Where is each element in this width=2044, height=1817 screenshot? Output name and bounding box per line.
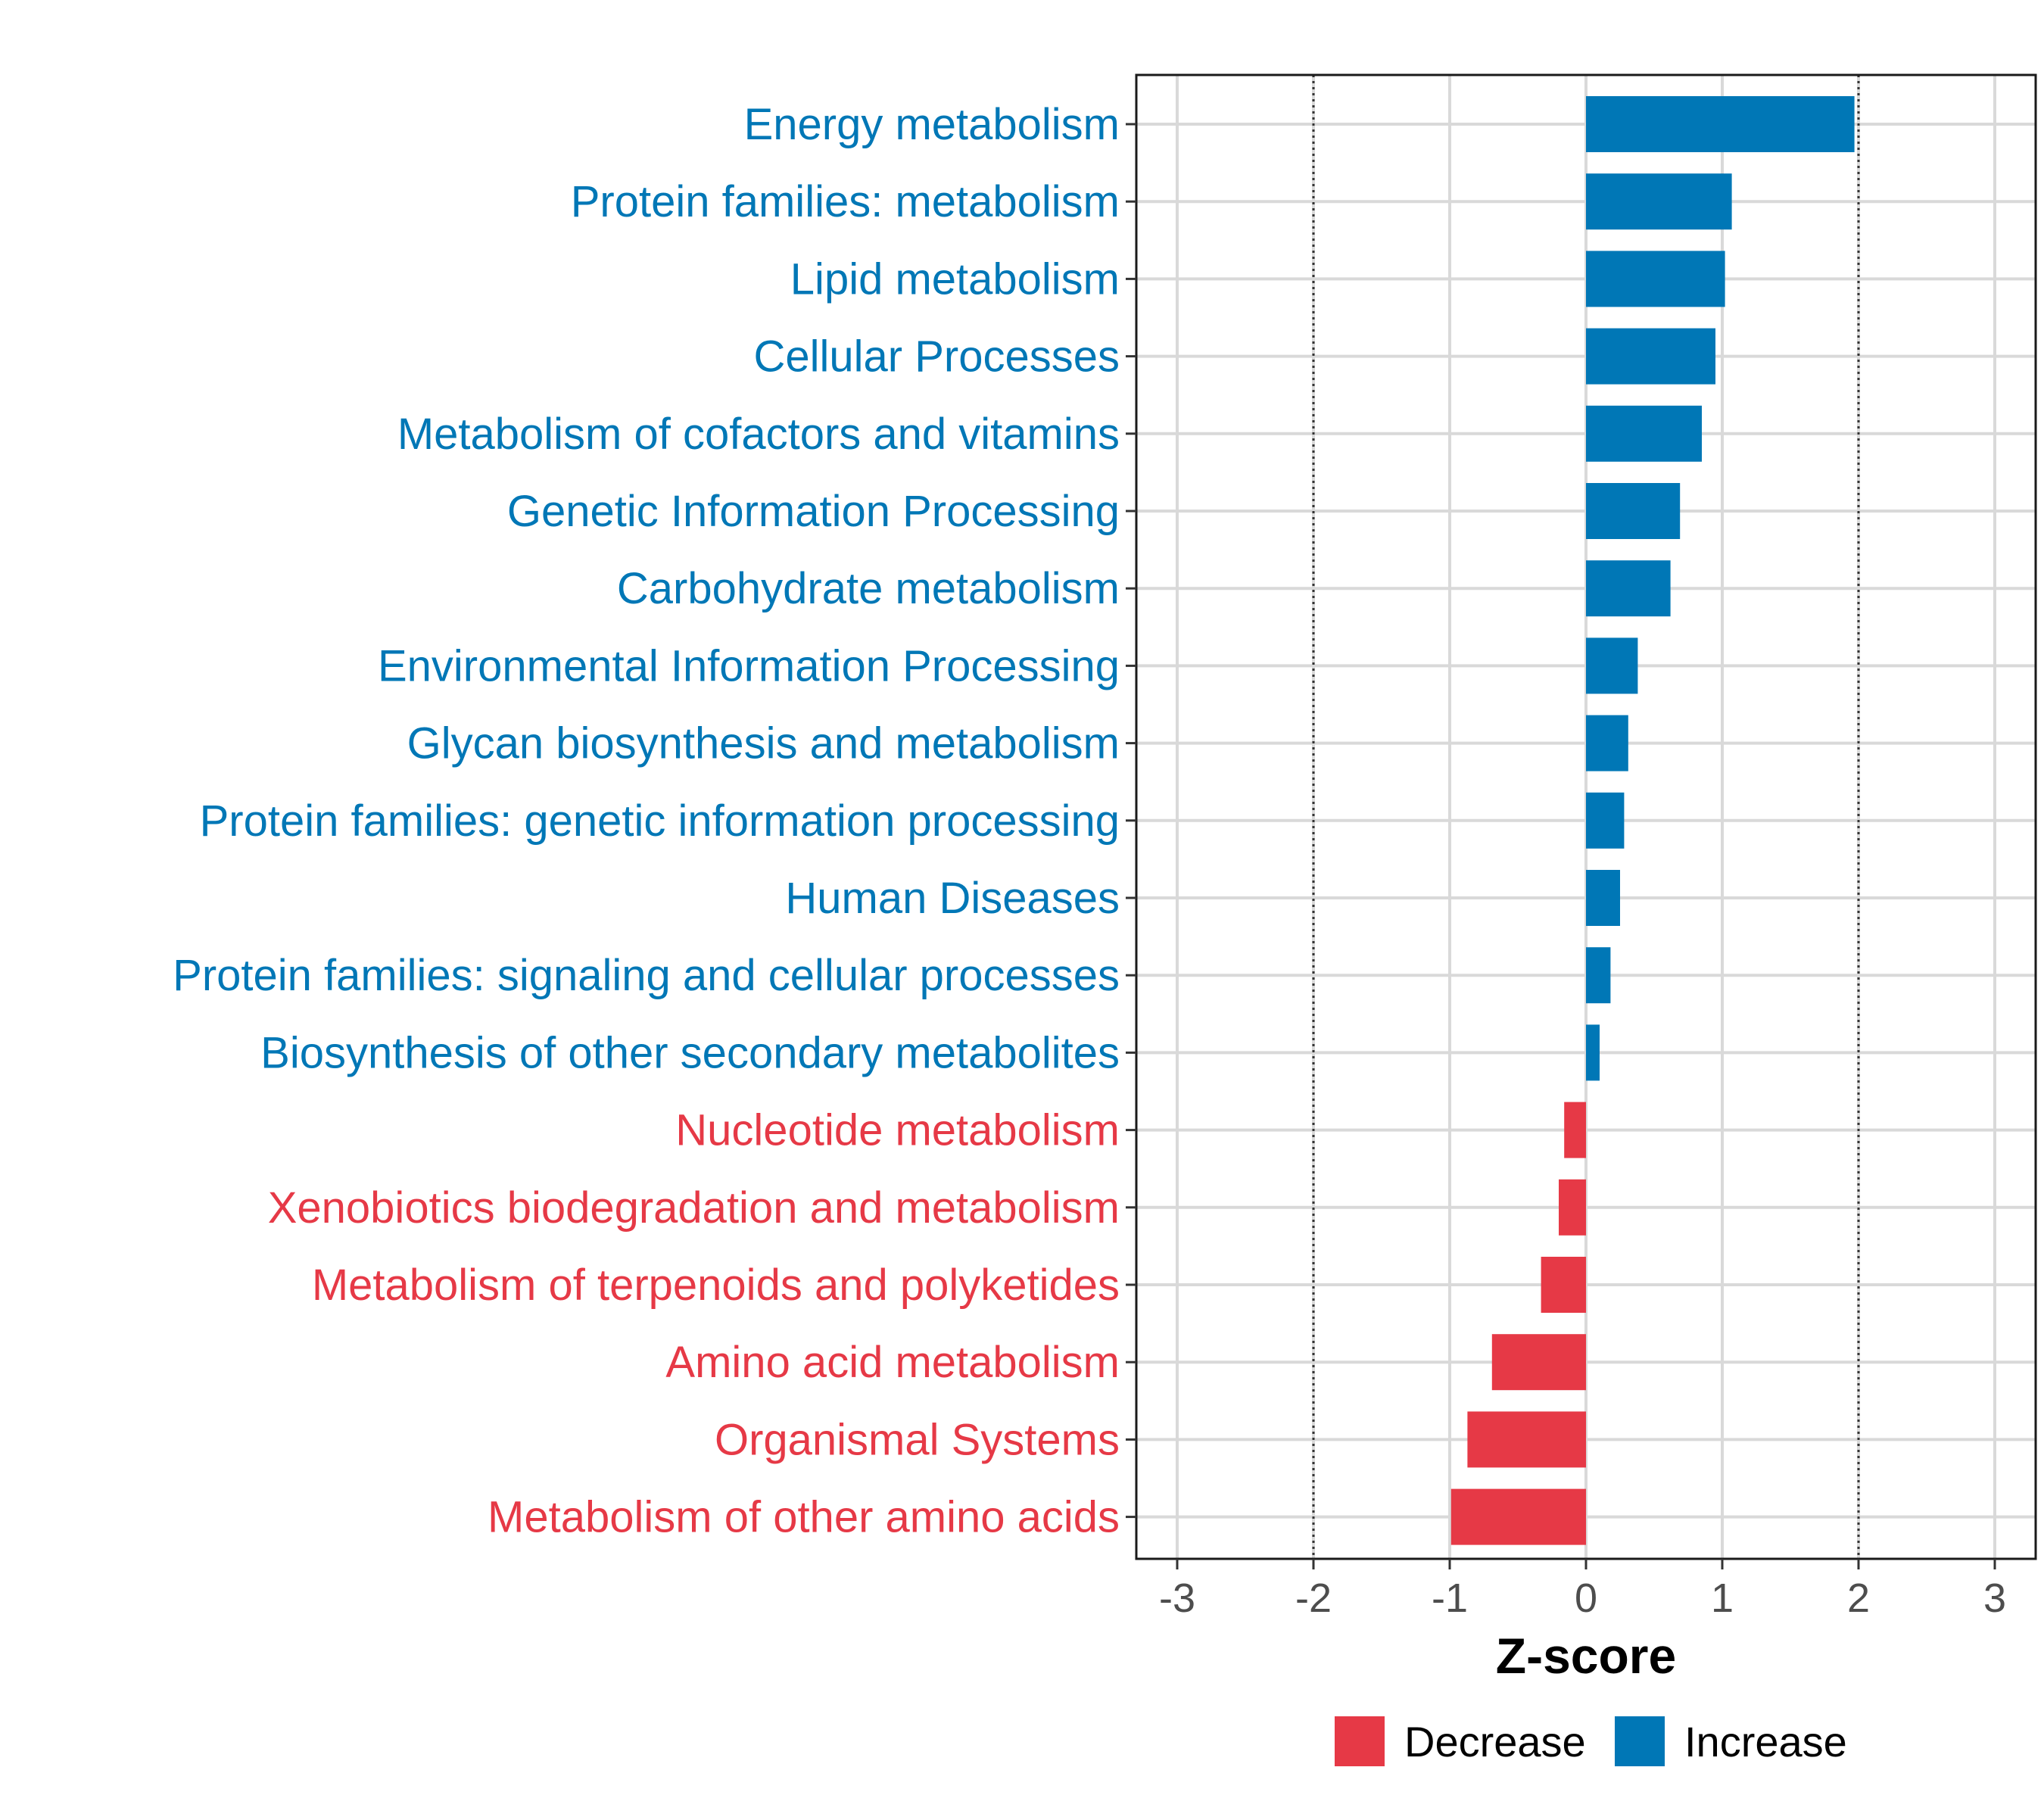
y-tick-label: Energy metabolism — [744, 100, 1120, 149]
bar — [1586, 328, 1715, 385]
y-tick-label: Nucleotide metabolism — [675, 1106, 1120, 1155]
bar — [1586, 870, 1620, 926]
x-tick-label: 3 — [1983, 1575, 2006, 1621]
legend-label: Decrease — [1404, 1718, 1586, 1766]
reference-lines — [1312, 75, 1860, 1559]
y-tick-label: Genetic Information Processing — [507, 487, 1120, 536]
x-tick-label: 1 — [1711, 1575, 1734, 1621]
y-tick-label: Amino acid metabolism — [665, 1338, 1120, 1387]
y-tick-label: Glycan biosynthesis and metabolism — [407, 719, 1120, 768]
bar — [1559, 1179, 1586, 1236]
y-tick-label: Protein families: metabolism — [571, 177, 1120, 226]
bar — [1586, 96, 1855, 152]
y-tick-label: Metabolism of other amino acids — [488, 1493, 1120, 1542]
x-tick-label: -1 — [1432, 1575, 1468, 1621]
bar — [1586, 1024, 1600, 1081]
y-tick-label: Environmental Information Processing — [378, 641, 1120, 690]
legend-swatch — [1615, 1716, 1665, 1766]
x-tick-label: 2 — [1847, 1575, 1870, 1621]
y-axis: Energy metabolism Protein families: metab… — [173, 100, 1136, 1542]
x-axis: -3 -2 -1 0 1 2 3 — [1159, 1559, 2006, 1621]
bar — [1586, 792, 1625, 849]
bar — [1586, 251, 1725, 307]
y-tick-label: Protein families: genetic information pr… — [200, 796, 1120, 846]
bar — [1491, 1334, 1586, 1391]
y-tick-label: Metabolism of cofactors and vitamins — [397, 410, 1120, 459]
bar — [1586, 715, 1628, 771]
bar — [1586, 560, 1671, 617]
legend: Decrease Increase — [1335, 1716, 1847, 1766]
x-tick-label: -2 — [1295, 1575, 1332, 1621]
y-tick-label: Metabolism of terpenoids and polyketides — [312, 1261, 1120, 1310]
y-tick-label: Biosynthesis of other secondary metaboli… — [260, 1028, 1120, 1077]
y-tick-label: Carbohydrate metabolism — [617, 564, 1120, 613]
bar — [1586, 173, 1732, 230]
legend-swatch — [1335, 1716, 1385, 1766]
bar — [1564, 1102, 1586, 1158]
bar — [1586, 947, 1611, 1004]
y-tick-label: Organismal Systems — [715, 1415, 1120, 1464]
legend-label: Increase — [1684, 1718, 1847, 1766]
y-tick-label: Xenobiotics biodegradation and metabolis… — [268, 1183, 1120, 1233]
x-tick-label: 0 — [1575, 1575, 1597, 1621]
x-tick-label: -3 — [1159, 1575, 1195, 1621]
y-tick-label: Cellular Processes — [753, 332, 1120, 382]
bar — [1586, 405, 1702, 462]
x-axis-title: Z-score — [1496, 1628, 1676, 1684]
y-tick-label: Protein families: signaling and cellular… — [173, 951, 1120, 1000]
bar — [1586, 483, 1681, 539]
bar — [1467, 1411, 1586, 1468]
bar — [1541, 1257, 1586, 1313]
bar-layer — [1450, 96, 1855, 1545]
y-tick-label: Lipid metabolism — [790, 254, 1120, 304]
y-tick-label: Human Diseases — [785, 874, 1120, 923]
bar — [1450, 1488, 1586, 1545]
bar — [1586, 637, 1638, 694]
